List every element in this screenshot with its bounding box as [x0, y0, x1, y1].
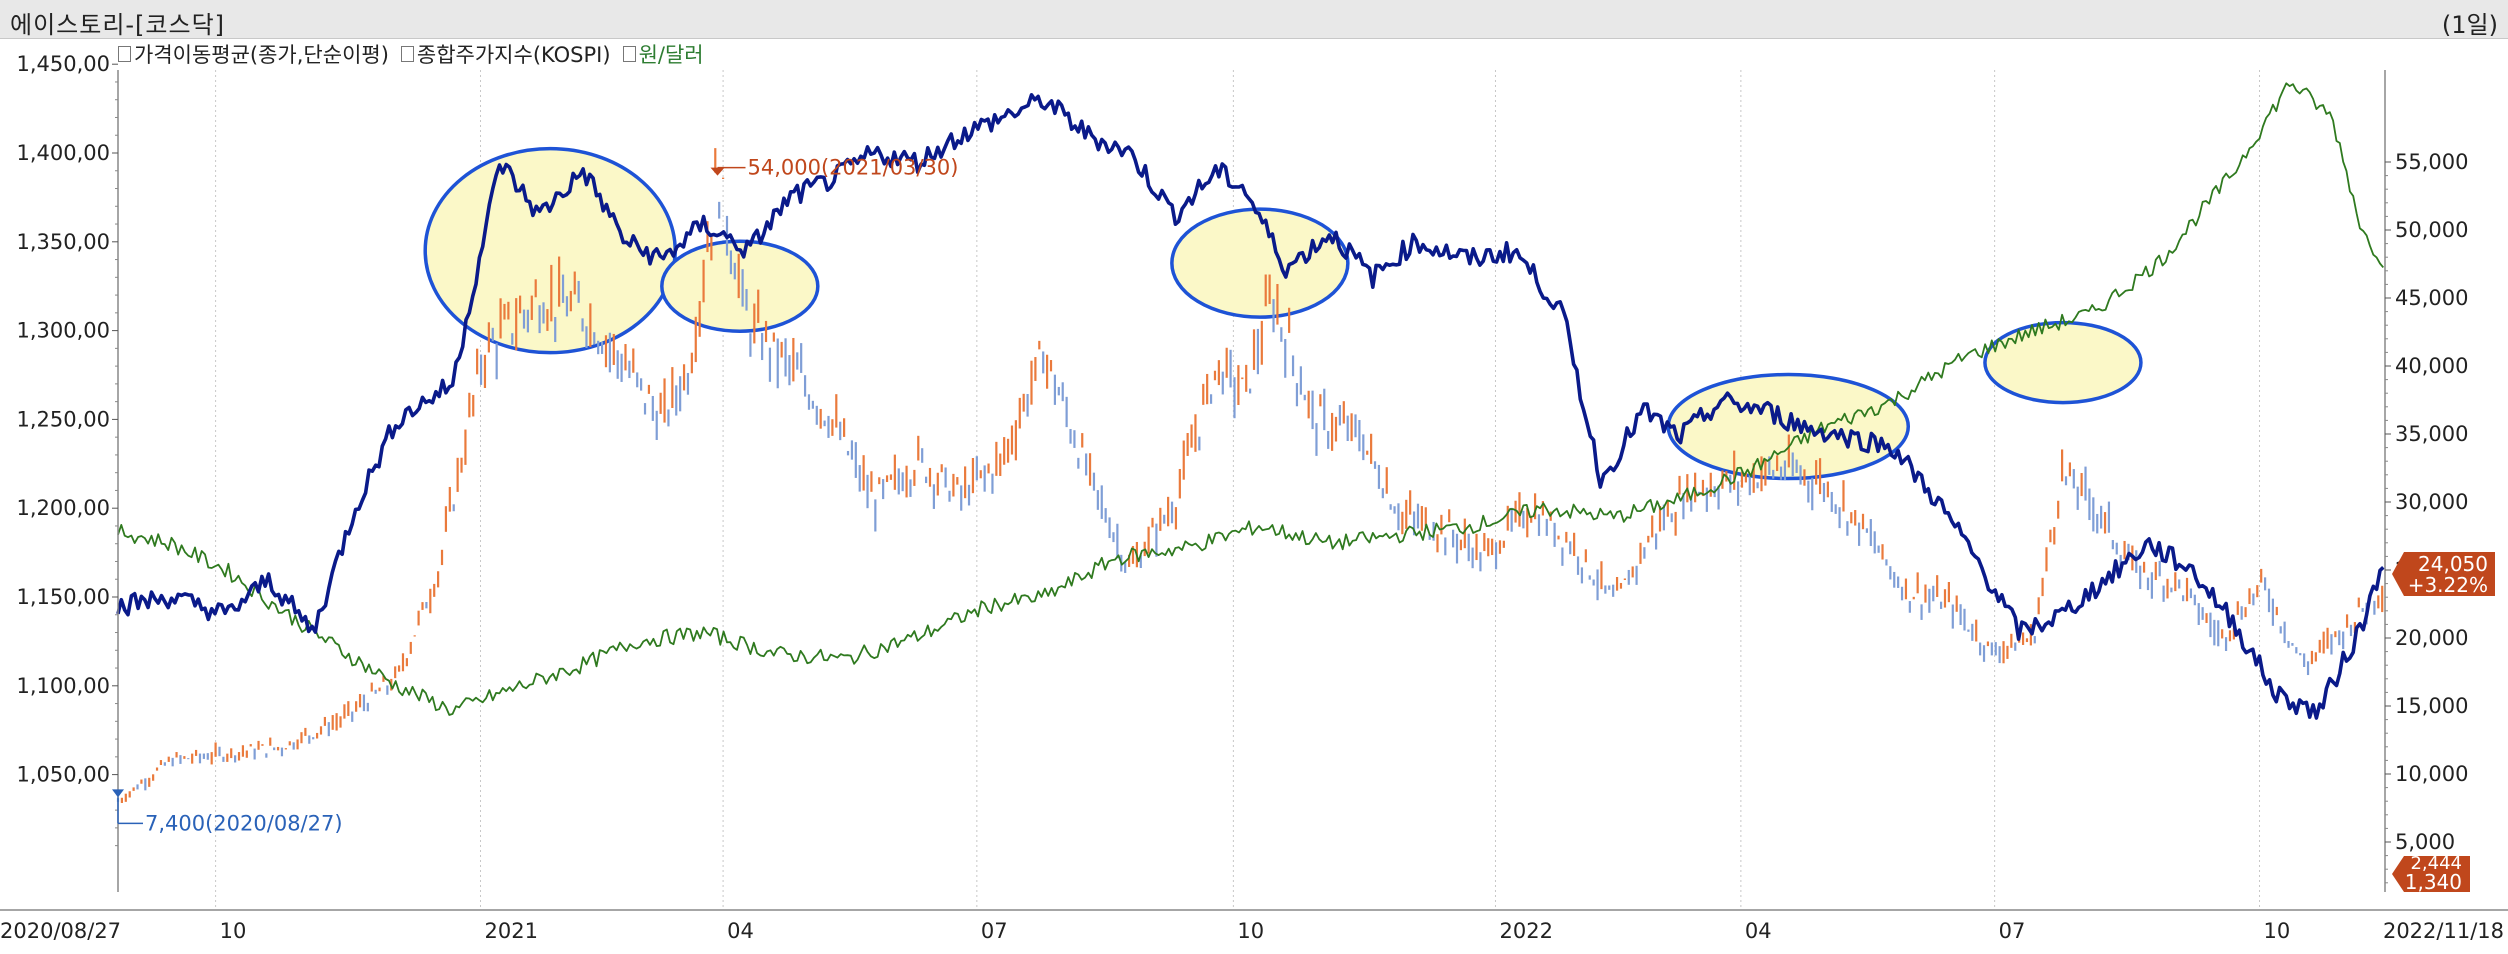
left-tick-label: 1,100,00 [16, 674, 110, 698]
x-tick-label: 10 [220, 919, 247, 943]
left-tick-label: 1,300,00 [16, 319, 110, 343]
highlight-ellipse [1170, 207, 1350, 319]
x-tick-label: 07 [1999, 919, 2026, 943]
period-label[interactable]: (1일) [2441, 11, 2498, 39]
high-annotation: 54,000(2021/03/30) [748, 156, 959, 180]
right-tick-label: 20,000 [2395, 626, 2468, 650]
last-price-change: +3.22% [2408, 573, 2488, 597]
x-tick-label: 10 [1237, 919, 1264, 943]
left-tick-label: 1,200,00 [16, 496, 110, 520]
x-tick-label: 2020/08/27 [0, 919, 121, 943]
x-tick-label: 04 [1745, 919, 1772, 943]
kospi-badge-top: 2,444 [2410, 853, 2462, 874]
annotations: 54,000(2021/03/30) 7,400(2020/08/27) 24,05… [112, 156, 2495, 894]
highlight-ellipse [660, 239, 820, 333]
highlight-ellipse [423, 146, 677, 355]
right-tick-label: 15,000 [2395, 694, 2468, 718]
usd-krw-line [117, 82, 2384, 716]
checkbox-icon[interactable] [622, 46, 636, 62]
low-marker-icon [112, 789, 124, 798]
left-tick-label: 1,250,00 [16, 407, 110, 431]
legend-label: 가격이동평균(종가,단순이평) [134, 43, 389, 67]
left-tick-label: 1,450,00 [16, 52, 110, 76]
legend-label: 종합주가지수(KOSPI) [416, 43, 611, 67]
x-tick-label: 07 [981, 919, 1008, 943]
legend-item-kospi[interactable]: 종합주가지수(KOSPI) [400, 39, 611, 69]
axes: 1,050,00 1,100,00 1,150,00 1,200,00 1,250,00… [0, 52, 2508, 943]
chart-title: 에이스토리-[코스닥] [10, 11, 226, 39]
legend-item-moving-average[interactable]: 가격이동평균(종가,단순이평) [118, 39, 389, 69]
x-tick-label: 2022/11/18 [2383, 919, 2504, 943]
high-marker-icon [710, 167, 725, 176]
right-tick-label: 10,000 [2395, 762, 2468, 786]
last-price-badge [2392, 552, 2495, 596]
right-tick-label: 35,000 [2395, 422, 2468, 446]
x-tick-label: 04 [727, 919, 754, 943]
highlight-ellipse [1983, 320, 2143, 405]
right-tick-label: 5,000 [2395, 830, 2455, 854]
left-tick-label: 1,150,00 [16, 585, 110, 609]
left-tick-label: 1,400,00 [16, 141, 110, 165]
x-tick-label: 2022 [1499, 919, 1552, 943]
highlight-ellipses [423, 146, 2143, 481]
right-tick-label: 50,000 [2395, 218, 2468, 242]
left-tick-label: 1,050,00 [16, 763, 110, 787]
kospi-line [116, 93, 2385, 720]
last-price-value: 24,050 [2418, 552, 2488, 576]
series-lines [116, 82, 2385, 720]
checkbox-icon[interactable] [118, 46, 131, 62]
x-tick-label: 2021 [484, 919, 537, 943]
kospi-badge [2392, 856, 2470, 892]
right-tick-label: 45,000 [2395, 286, 2468, 310]
right-tick-label: 55,000 [2395, 150, 2468, 174]
title-bar: 에이스토리-[코스닥] (1일) [0, 0, 2508, 39]
x-tick-label: 10 [2264, 919, 2291, 943]
legend-label: 원/달러 [638, 43, 704, 67]
legend-item-usd-krw[interactable]: 원/달러 [622, 39, 704, 69]
legend: 가격이동평균(종가,단순이평) 종합주가지수(KOSPI) 원/달러 [118, 40, 710, 68]
low-annotation: 7,400(2020/08/27) [145, 811, 343, 835]
left-tick-label: 1,350,00 [16, 230, 110, 254]
kospi-badge-bottom: 1,340 [2405, 870, 2462, 894]
checkbox-icon[interactable] [400, 46, 414, 62]
right-tick-label: 30,000 [2395, 490, 2468, 514]
right-tick-label: 40,000 [2395, 354, 2468, 378]
